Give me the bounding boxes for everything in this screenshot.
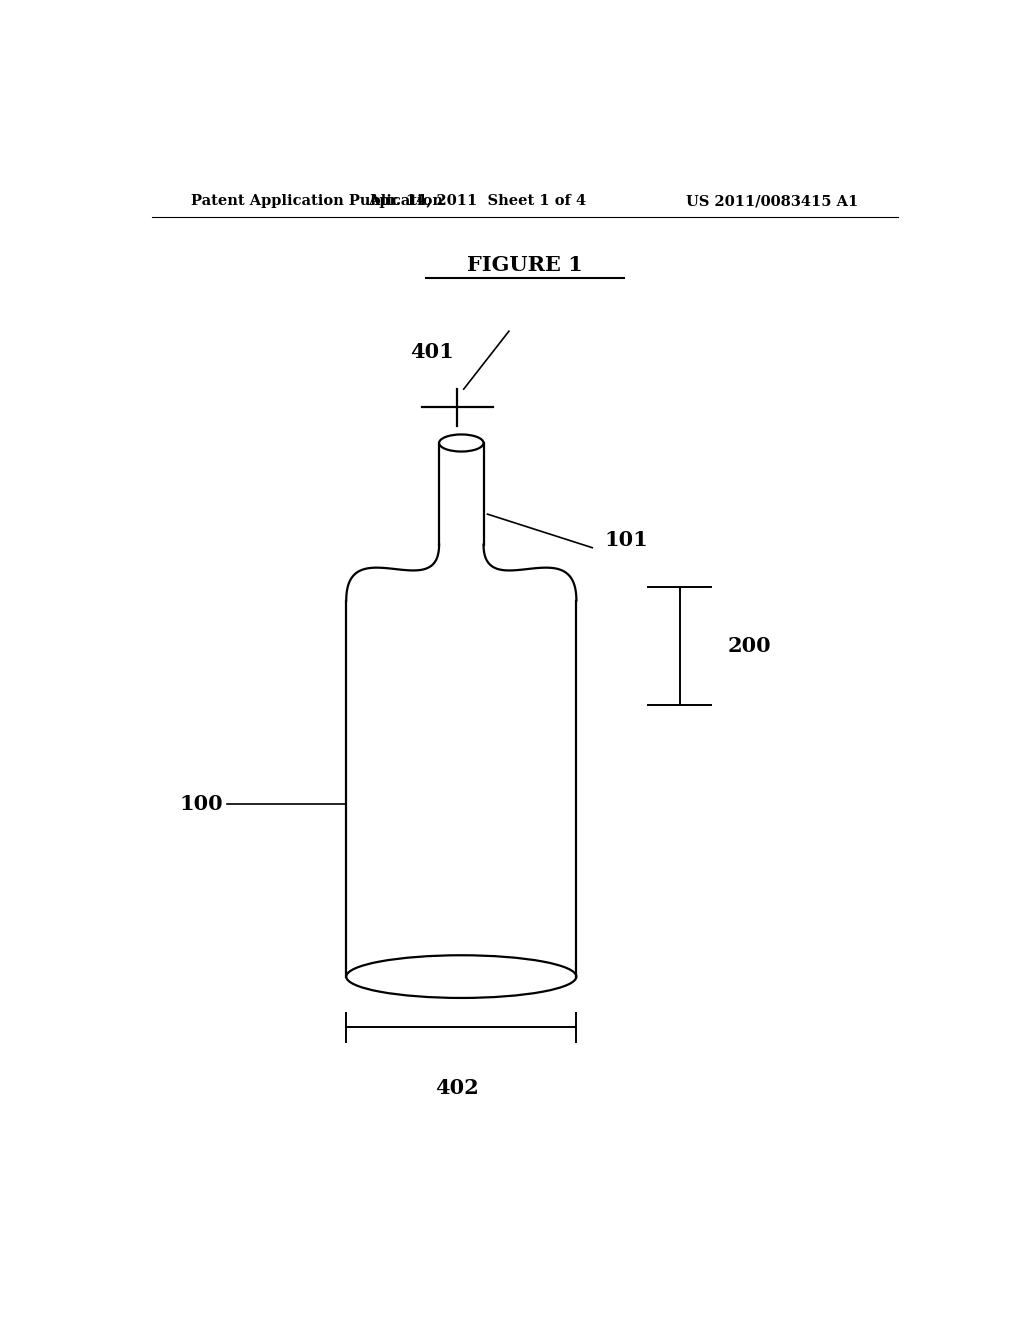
Text: 100: 100 <box>179 793 223 814</box>
Text: Apr. 14, 2011  Sheet 1 of 4: Apr. 14, 2011 Sheet 1 of 4 <box>368 194 587 209</box>
Text: Patent Application Publication: Patent Application Publication <box>191 194 443 209</box>
Text: 402: 402 <box>435 1078 479 1098</box>
Text: 200: 200 <box>727 636 771 656</box>
Ellipse shape <box>439 434 483 451</box>
Text: US 2011/0083415 A1: US 2011/0083415 A1 <box>686 194 858 209</box>
Text: 401: 401 <box>410 342 454 362</box>
Text: 101: 101 <box>604 529 648 549</box>
Text: FIGURE 1: FIGURE 1 <box>467 255 583 275</box>
